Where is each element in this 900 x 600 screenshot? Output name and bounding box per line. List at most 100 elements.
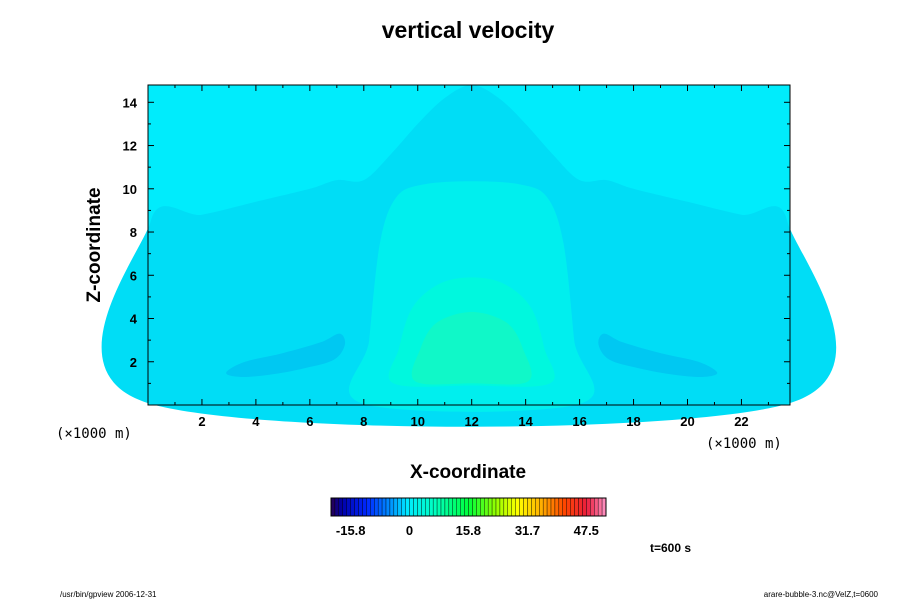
colorbar-cell <box>590 497 595 517</box>
y-axis-unit: (×1000 m) <box>56 426 132 442</box>
colorbar-cell <box>440 497 446 517</box>
colorbar-tick-label: 0 <box>406 523 413 538</box>
footer-right: arare-bubble-3.nc@VelZ,t=0600 <box>764 590 879 599</box>
colorbar-tick-label: 31.7 <box>515 523 540 538</box>
colorbar-cell <box>330 497 336 517</box>
colorbar-cell <box>377 497 383 517</box>
x-tick-label: 8 <box>360 414 367 429</box>
region-core-inner <box>411 312 532 385</box>
colorbar-cell <box>401 497 406 517</box>
chart-title: vertical velocity <box>382 17 555 43</box>
colorbar-cell <box>499 497 505 517</box>
colorbar-cell <box>342 497 347 517</box>
colorbar-cell <box>546 497 552 517</box>
colorbar-cell <box>472 497 477 517</box>
colorbar-cell <box>374 497 379 517</box>
colorbar-cell <box>507 497 512 517</box>
colorbar-cell <box>527 497 532 517</box>
colorbar-tick-label: -15.8 <box>336 523 366 538</box>
y-tick-label: 8 <box>130 225 137 240</box>
colorbar-cell <box>503 497 509 517</box>
colorbar-cell <box>491 497 497 517</box>
x-tick-label: 6 <box>306 414 313 429</box>
colorbar-tick-label: 15.8 <box>456 523 481 538</box>
colorbar-cell <box>515 497 520 517</box>
colorbar-cell <box>409 497 414 517</box>
x-tick-label: 12 <box>464 414 478 429</box>
colorbar-cell <box>452 497 457 517</box>
colorbar-cell <box>362 497 367 517</box>
colorbar-cell <box>389 497 395 517</box>
colorbar-cell <box>519 497 524 517</box>
colorbar-cell <box>468 497 473 517</box>
colorbar-cell <box>601 497 607 517</box>
colorbar-cell <box>425 497 430 517</box>
colorbar-cell <box>464 497 469 517</box>
y-tick-labels: 2 4 6 8 10 12 14 <box>123 95 138 369</box>
axis-ticks <box>148 85 790 405</box>
colorbar-cell <box>554 497 560 517</box>
colorbar-tick-labels: -15.8 0 15.8 31.7 47.5 <box>336 523 599 538</box>
colorbar-cell <box>417 497 422 517</box>
x-tick-labels: 2 4 6 8 10 12 14 16 18 20 22 <box>198 414 748 429</box>
colorbar-cell <box>578 497 583 517</box>
footer-left: /usr/bin/gpview 2006-12-31 <box>60 590 157 599</box>
colorbar-cell <box>558 497 564 517</box>
colorbar-cell <box>476 497 481 517</box>
x-tick-label: 20 <box>680 414 694 429</box>
x-axis-label: X-coordinate <box>410 462 526 483</box>
x-tick-label: 2 <box>198 414 205 429</box>
colorbar-cell <box>405 497 410 517</box>
region-lobe-right <box>598 333 718 377</box>
colorbar-cell <box>334 497 340 517</box>
colorbar-cell <box>511 497 516 517</box>
colorbar-cell <box>582 497 587 517</box>
colorbar-cell <box>354 497 359 517</box>
colorbar-cell <box>393 497 399 517</box>
colorbar-cell <box>523 497 528 517</box>
colorbar-cell <box>432 497 438 517</box>
colorbar-cell <box>448 497 454 517</box>
colorbar-cell <box>397 497 402 517</box>
y-tick-label: 14 <box>123 95 138 110</box>
y-tick-label: 12 <box>123 139 137 154</box>
colorbar-cell <box>562 497 567 517</box>
colorbar-cell <box>338 497 344 517</box>
colorbar-cell <box>413 497 418 517</box>
colorbar-cell <box>421 497 426 517</box>
colorbar-cell <box>574 497 579 517</box>
x-tick-label: 14 <box>518 414 533 429</box>
time-label: t=600 s <box>650 541 691 555</box>
x-tick-label: 10 <box>411 414 425 429</box>
colorbar-cell <box>542 497 548 517</box>
colorbar-cell <box>370 497 375 517</box>
colorbar-cell <box>539 497 544 517</box>
y-tick-label: 10 <box>123 182 137 197</box>
region-lobe-left <box>226 333 346 377</box>
colorbar-cell <box>358 497 363 517</box>
x-tick-label: 18 <box>626 414 640 429</box>
colorbar-cell <box>366 497 371 517</box>
x-axis-unit: (×1000 m) <box>706 436 782 452</box>
colorbar-cell <box>586 497 591 517</box>
colorbar-cell <box>487 497 493 517</box>
colorbar: -15.8 0 15.8 31.7 47.5 <box>330 497 607 538</box>
x-tick-label: 16 <box>572 414 586 429</box>
y-tick-label: 2 <box>130 355 137 370</box>
contour-regions <box>101 85 837 427</box>
plot-frame <box>147 84 791 406</box>
y-tick-label: 4 <box>130 312 138 327</box>
y-axis-label: Z-coordinate <box>84 187 105 302</box>
colorbar-cell <box>346 497 351 517</box>
colorbar-frame <box>330 497 607 517</box>
colorbar-cell <box>480 497 485 517</box>
x-tick-label: 4 <box>252 414 260 429</box>
colorbar-cell <box>436 497 442 517</box>
colorbar-cell <box>350 497 355 517</box>
colorbar-cell <box>531 497 536 517</box>
colorbar-cell <box>550 497 556 517</box>
colorbar-tick-label: 47.5 <box>574 523 599 538</box>
colorbar-cell <box>444 497 450 517</box>
colorbar-cell <box>597 497 603 517</box>
